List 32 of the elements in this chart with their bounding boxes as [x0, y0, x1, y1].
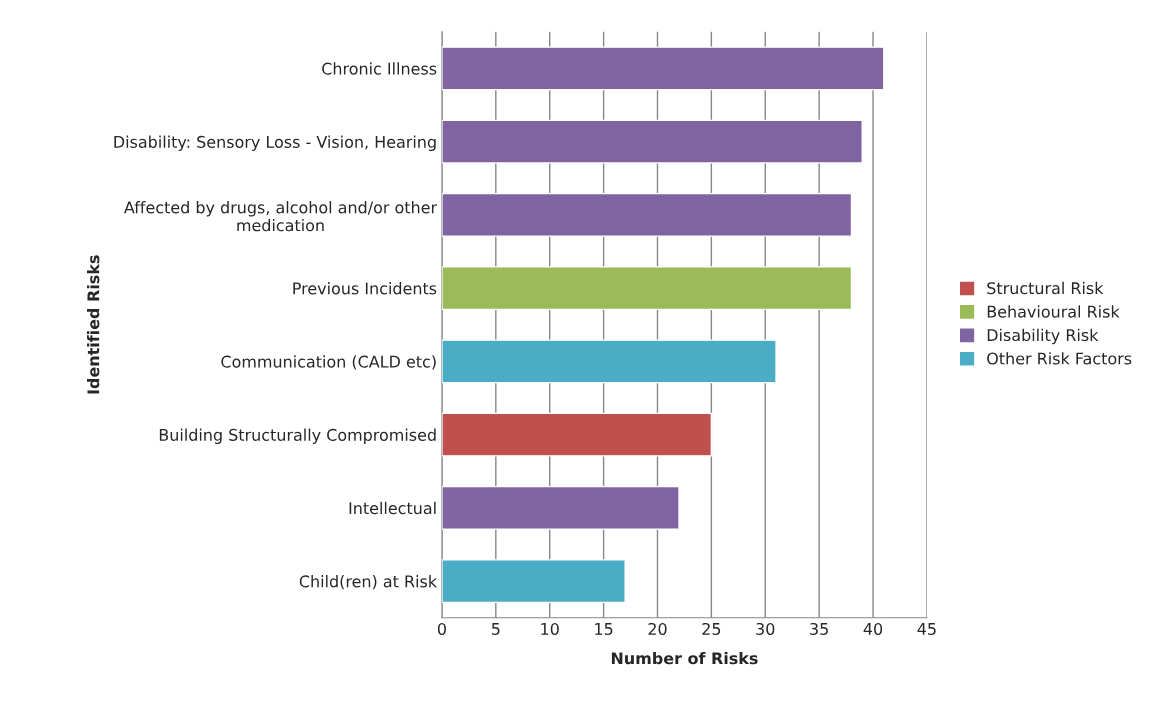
- x-tick-label: 15: [595, 623, 613, 635]
- x-tick-label: 30: [756, 622, 775, 635]
- bar: [441, 559, 626, 604]
- x-tick-label: 20: [648, 622, 667, 635]
- x-axis-title: Number of Risks: [611, 651, 758, 665]
- x-tick-label: 0: [437, 622, 446, 635]
- bar: [441, 412, 713, 457]
- x-tick-label: 10: [541, 622, 559, 635]
- y-tick-label: Disability: Sensory Loss - Vision, Hearing: [114, 135, 436, 152]
- bar: [441, 46, 885, 91]
- y-axis-title: Identified Risks: [87, 255, 100, 394]
- y-tick-label: Intellectual: [349, 501, 436, 515]
- bar: [441, 119, 863, 164]
- legend-label: Disability Risk: [987, 328, 1099, 345]
- x-tick-label: 5: [491, 623, 500, 635]
- x-tick-label: 40: [863, 622, 883, 635]
- legend-label: Behavioural Risk: [987, 305, 1120, 318]
- bar: [441, 192, 853, 237]
- y-tick-label: Affected by drugs, alcohol and/or other medication: [124, 201, 438, 232]
- bar: [441, 485, 680, 530]
- y-tick-label: Child(ren) at Risk: [299, 575, 438, 590]
- legend-label: Other Risk Factors: [987, 352, 1132, 365]
- y-tick-label: Communication (CALD etc): [221, 355, 436, 370]
- x-tick-label: 35: [810, 622, 828, 635]
- y-tick-label: Chronic Illness: [322, 62, 437, 75]
- y-tick-label: Building Structurally Compromised: [159, 428, 436, 445]
- bar: [441, 339, 777, 384]
- bar: [441, 266, 853, 311]
- x-tick-label: 45: [917, 623, 936, 635]
- legend-label: Structural Risk: [987, 281, 1104, 295]
- y-tick-label: Previous Incidents: [293, 282, 437, 295]
- x-tick-label: 25: [702, 622, 721, 635]
